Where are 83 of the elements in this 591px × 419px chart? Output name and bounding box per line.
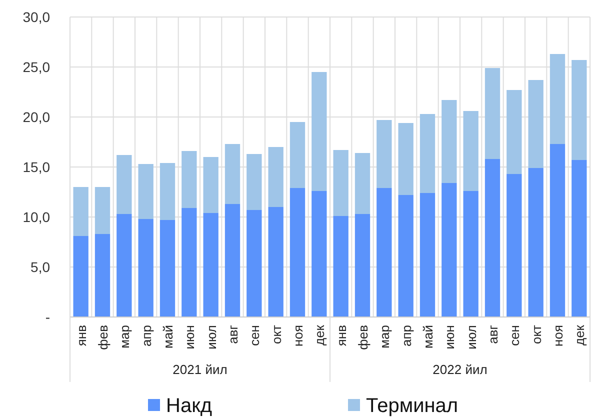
bar [442, 100, 457, 183]
x-tick-label: фев [96, 324, 110, 350]
bar [484, 68, 500, 159]
bar [312, 191, 327, 317]
x-tick-label: май [160, 325, 176, 348]
bar [484, 159, 500, 317]
x-tick-label: апр [138, 325, 154, 346]
bar [73, 187, 88, 236]
bar [224, 204, 240, 317]
x-tick-label: мар [117, 325, 132, 348]
bar [290, 188, 306, 317]
bar [138, 219, 154, 317]
y-tick-label: 25,0 [22, 58, 50, 75]
x-tick-label: авг [486, 324, 500, 344]
bar [203, 157, 218, 213]
bar [398, 195, 414, 317]
x-tick-label: окт [268, 324, 284, 344]
bar [528, 168, 544, 317]
bar [246, 210, 262, 317]
bar [463, 191, 478, 317]
x-tick-label: янв [74, 324, 89, 346]
x-tick-label: авг [226, 324, 240, 344]
x-tick-label: янв [334, 324, 349, 346]
bar [333, 150, 348, 216]
y-tick-label: 15,0 [22, 158, 50, 175]
x-tick-label: ноя [290, 325, 306, 346]
x-tick-label: апр [398, 325, 414, 346]
bar [463, 111, 478, 191]
bar [160, 163, 176, 220]
x-tick-label: дек [572, 324, 588, 346]
bar [312, 72, 327, 191]
x-tick-label: июн [442, 325, 458, 350]
y-tick-label: 30,0 [22, 8, 50, 25]
bar [572, 160, 587, 317]
bar [420, 114, 436, 193]
bar [506, 90, 522, 174]
bar [398, 123, 414, 195]
bar [376, 188, 392, 317]
x-tick-label: мар [377, 325, 392, 348]
x-tick-label: сен [507, 325, 522, 346]
bar [138, 164, 154, 219]
text: 2022 йил [432, 362, 488, 377]
bar [116, 155, 132, 214]
bar [290, 122, 306, 188]
y-tick-label: 20,0 [22, 108, 50, 125]
bar [224, 144, 240, 204]
bar [354, 214, 370, 317]
bar [203, 213, 218, 317]
x-tick-label: ноя [550, 325, 566, 346]
bar [333, 216, 348, 317]
y-tick-label: - [45, 308, 50, 325]
bar [550, 54, 566, 144]
bar [528, 80, 544, 168]
x-tick-label: июн [182, 325, 198, 350]
legend-label: Накд [166, 395, 212, 417]
bar [268, 207, 284, 317]
x-tick-label: июл [464, 325, 479, 350]
bar [94, 234, 110, 317]
x-tick-label: май [420, 325, 436, 348]
x-tick-label: фев [356, 324, 370, 350]
x-tick-label: июл [204, 325, 219, 350]
bar [268, 147, 284, 207]
bar [160, 220, 176, 317]
x-tick-label: окт [528, 324, 544, 344]
bar [442, 183, 457, 317]
bar [246, 154, 262, 210]
bar [572, 60, 587, 160]
bar [506, 174, 522, 317]
x-tick-label: дек [312, 324, 328, 346]
y-tick-label: 5,0 [30, 258, 50, 275]
bar [420, 193, 436, 317]
bar [116, 214, 132, 317]
text: 2021 йил [172, 362, 228, 377]
bar [376, 120, 392, 188]
y-tick-label: 10,0 [22, 208, 50, 225]
bar [94, 187, 110, 234]
x-tick-label: сен [247, 325, 262, 346]
bar [182, 151, 197, 208]
bar [354, 153, 370, 214]
bar [550, 144, 566, 317]
bar [73, 236, 88, 317]
legend-label: Терминал [366, 395, 458, 417]
bar [182, 208, 197, 317]
